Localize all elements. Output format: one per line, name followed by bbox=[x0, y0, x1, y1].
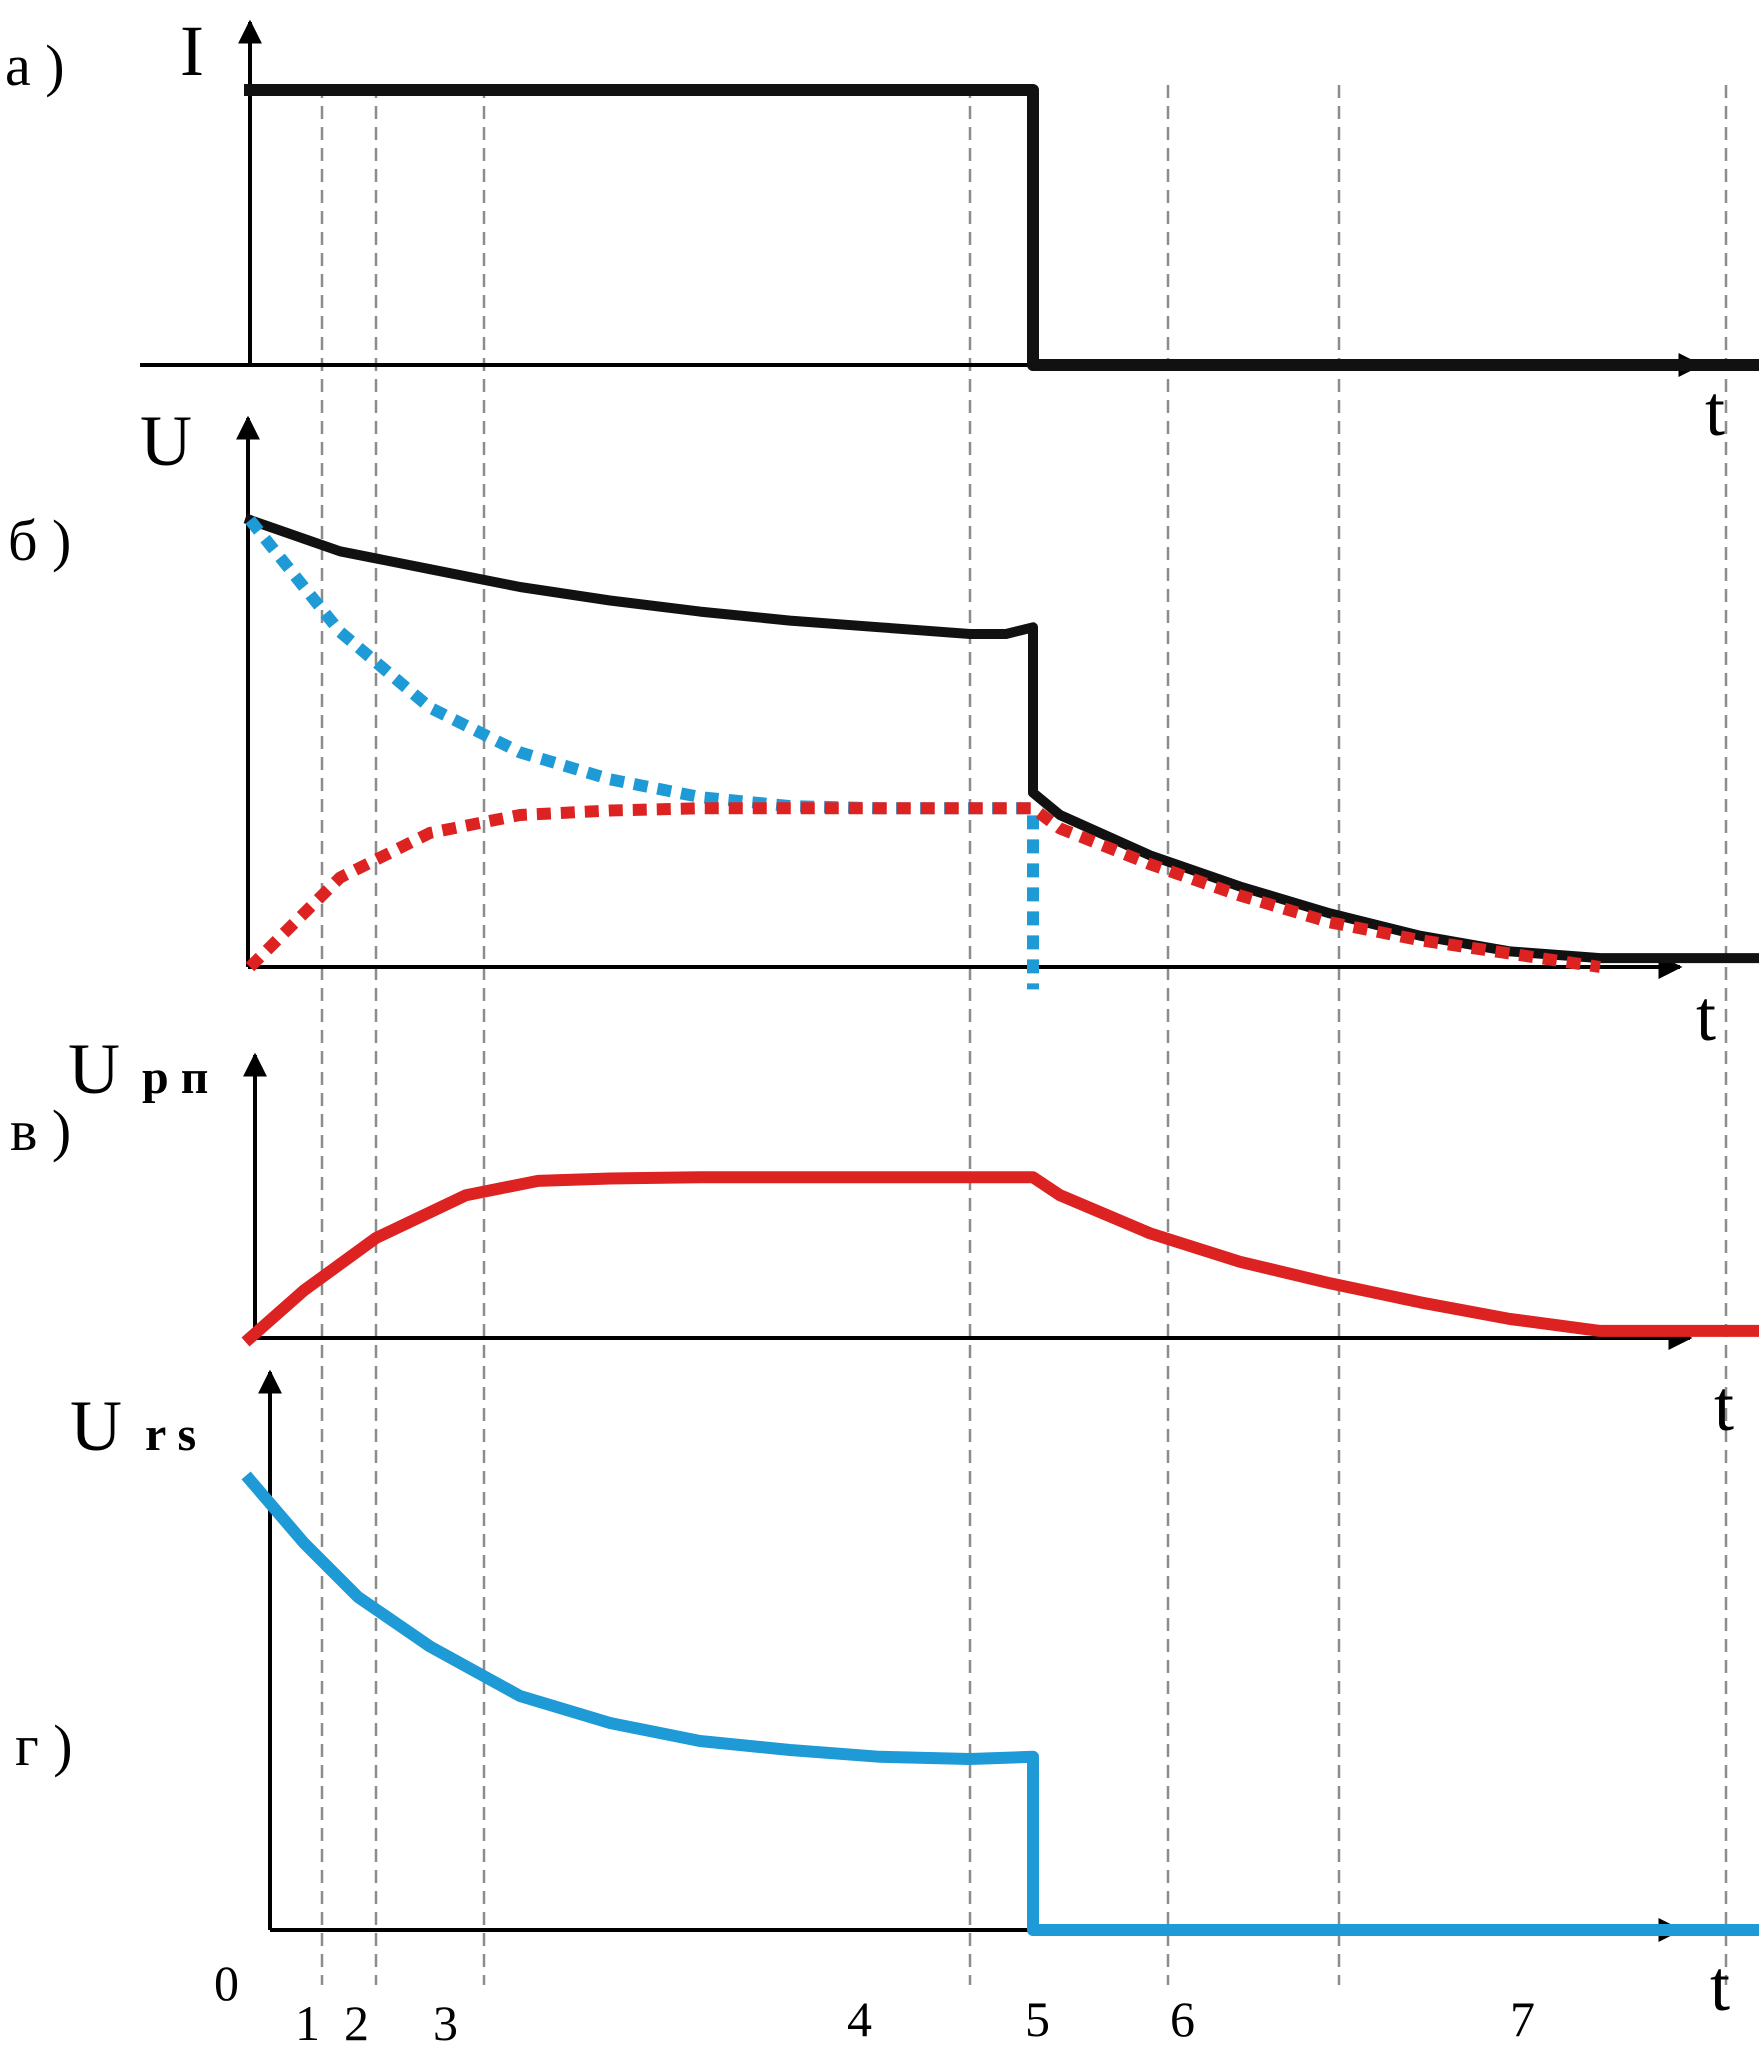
panel-a-series-group bbox=[244, 84, 1759, 371]
panel-c-label: в ) bbox=[10, 1098, 71, 1163]
panel-c-y-axis-sublabel: р п bbox=[142, 1051, 208, 1104]
panel-d: г ) U r s t bbox=[15, 1369, 1759, 2026]
panel-d-y-axis-label: U bbox=[70, 1386, 122, 1466]
tick-label-3: 3 bbox=[433, 1995, 458, 2048]
panel-a: а ) I t bbox=[5, 11, 1759, 451]
panel-d-label: г ) bbox=[15, 1713, 73, 1778]
panel-a-series-0 bbox=[244, 84, 1759, 371]
panel-b-y-axis-label: U bbox=[140, 401, 192, 481]
panel-b-series-0 bbox=[243, 513, 1759, 964]
panel-c-x-axis-label: t bbox=[1714, 1366, 1734, 1446]
panel-a-x-axis-label: t bbox=[1705, 371, 1725, 451]
panel-b-series-1 bbox=[245, 516, 1039, 990]
panel-d-x-axis-label: t bbox=[1710, 1946, 1730, 2026]
panel-c-y-axis-label: U bbox=[68, 1029, 120, 1109]
panel-d-series-0 bbox=[241, 1471, 1759, 1936]
tick-label-4: 4 bbox=[847, 1991, 872, 2047]
tick-label-5: 5 bbox=[1025, 1991, 1050, 2047]
panel-c-series-0 bbox=[241, 1171, 1759, 1347]
tick-label-1: 1 bbox=[295, 1995, 320, 2048]
panel-b-x-axis-label: t bbox=[1696, 976, 1716, 1056]
panel-b-label: б ) bbox=[8, 508, 71, 573]
tick-label-7: 7 bbox=[1510, 1991, 1535, 2047]
vertical-guide-lines bbox=[320, 85, 1728, 1985]
panel-c: в ) U р п t bbox=[10, 1029, 1759, 1446]
panel-b-series-2 bbox=[245, 802, 1601, 973]
tick-label-0: 0 bbox=[214, 1955, 239, 2011]
panel-b-series-group bbox=[243, 513, 1759, 990]
tick-label-2: 2 bbox=[344, 1995, 369, 2048]
panel-d-series-group bbox=[241, 1471, 1759, 1936]
panel-b: б ) U t bbox=[8, 401, 1759, 1056]
panel-c-series-group bbox=[241, 1171, 1759, 1347]
panel-a-label: а ) bbox=[5, 33, 65, 98]
tick-label-6: 6 bbox=[1170, 1991, 1195, 2047]
panel-d-y-axis-sublabel: r s bbox=[145, 1408, 196, 1461]
panel-a-y-axis-label: I bbox=[180, 11, 204, 91]
